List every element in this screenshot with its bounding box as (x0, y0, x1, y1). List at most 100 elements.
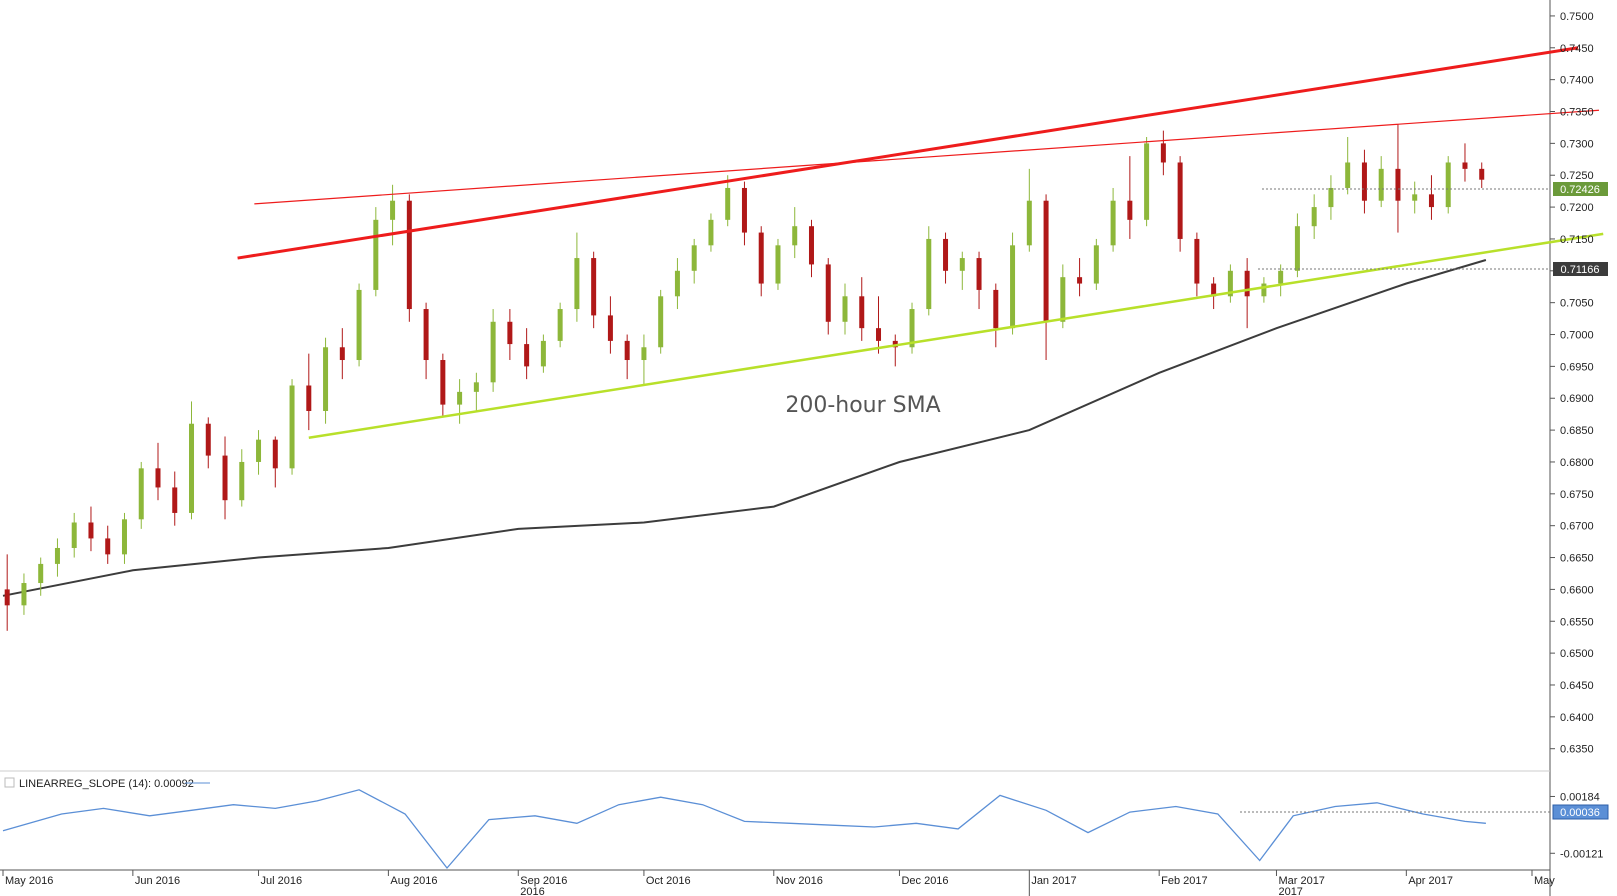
candle-body (892, 340, 898, 348)
indicator-badge-text: 0.00036 (1560, 807, 1600, 819)
candle (507, 309, 513, 361)
candle (524, 328, 530, 380)
candle-body (88, 522, 94, 539)
price-tick-label: 0.7250 (1560, 170, 1594, 182)
candle (1160, 130, 1166, 176)
price-tick-label: 0.6850 (1560, 425, 1594, 437)
candle (909, 302, 915, 354)
sma-badge (1553, 262, 1608, 276)
candle (741, 181, 747, 246)
candle (708, 213, 714, 252)
candle (473, 372, 479, 411)
candle (1361, 149, 1367, 214)
price-tick-label: 0.6700 (1560, 521, 1594, 533)
candle (808, 219, 814, 278)
candle-body (993, 289, 999, 329)
candle-body (976, 258, 982, 290)
candle-body (172, 487, 178, 513)
indicator-layer (2, 789, 1486, 870)
candle (591, 251, 597, 329)
candle (239, 449, 245, 507)
price-tick-label: 0.6750 (1560, 489, 1594, 501)
month-label: Jun 2016 (135, 875, 180, 887)
trendlines-layer (237, 46, 1604, 439)
price-tick-label: 0.6800 (1560, 457, 1594, 469)
indicator-axis: 0.00184 -0.00121 (1550, 791, 1603, 860)
candle-body (1261, 283, 1267, 297)
candle-body (1127, 200, 1133, 220)
month-label: Apr 2017 (1408, 875, 1453, 887)
candle (725, 175, 731, 227)
candle-body (1244, 270, 1250, 297)
sma-annotation: 200-hour SMA (785, 393, 940, 418)
candle (1445, 156, 1451, 214)
candle-body (323, 347, 329, 411)
price-badge-text: 0.72426 (1560, 184, 1600, 196)
indicator-tick-label: -0.00121 (1560, 848, 1603, 860)
candle (38, 557, 44, 596)
candle-body (943, 238, 949, 271)
candle (54, 538, 60, 577)
candle-body (909, 309, 915, 348)
candle-body (1311, 207, 1317, 227)
candle-body (1177, 162, 1183, 239)
candle-body (1278, 270, 1284, 284)
candle (825, 258, 831, 335)
indicator-label: LINEARREG_SLOPE (14): 0.00092 (19, 778, 194, 790)
price-tick-label: 0.7050 (1560, 298, 1594, 310)
candle (1428, 175, 1434, 220)
candle-body (239, 461, 245, 501)
candle-body (691, 245, 697, 271)
price-tick-label: 0.6400 (1560, 712, 1594, 724)
candle (1227, 264, 1233, 303)
candle (1077, 258, 1083, 297)
indicator-toggle-icon[interactable] (4, 777, 15, 788)
candle (943, 232, 949, 284)
candle (624, 334, 630, 380)
candle-body (289, 385, 295, 469)
candle (1060, 264, 1066, 329)
candle-body (1144, 143, 1150, 220)
month-label: Jul 2016 (261, 875, 303, 887)
candle-body (473, 382, 479, 392)
candle (457, 379, 463, 424)
sma-layer (2, 259, 1487, 597)
candle (121, 512, 127, 564)
candle-body (54, 547, 60, 564)
price-tick-label: 0.6350 (1560, 744, 1594, 756)
candle-body (38, 563, 44, 584)
candle (1278, 264, 1284, 297)
year-label: 2016 (520, 886, 544, 896)
candle-body (658, 296, 664, 348)
candle (574, 232, 580, 322)
candle-body (876, 328, 882, 341)
candle-body (540, 340, 546, 367)
candle (205, 417, 211, 469)
candle-body (71, 522, 77, 548)
price-tick-label: 0.7150 (1560, 234, 1594, 246)
candle-body (1479, 168, 1485, 180)
candle (775, 238, 781, 290)
candle-body (641, 347, 647, 361)
candle-body (1160, 143, 1166, 163)
candle (859, 277, 865, 341)
candle-body (507, 321, 513, 345)
candle-body (1010, 245, 1016, 329)
candle (892, 334, 898, 367)
candle-body (1395, 168, 1401, 201)
candle (1010, 232, 1016, 335)
candle (1294, 213, 1300, 278)
candles-layer (4, 124, 1485, 631)
price-tick-label: 0.6650 (1560, 553, 1594, 565)
candle-body (808, 226, 814, 265)
candle (356, 283, 362, 367)
candle-body (1445, 162, 1451, 208)
price-tick-label: 0.6550 (1560, 616, 1594, 628)
candle-body (607, 315, 613, 341)
candle (1462, 143, 1468, 182)
candle-body (859, 296, 865, 329)
candle (1311, 194, 1317, 239)
candle (1093, 238, 1099, 290)
candle-body (792, 226, 798, 246)
